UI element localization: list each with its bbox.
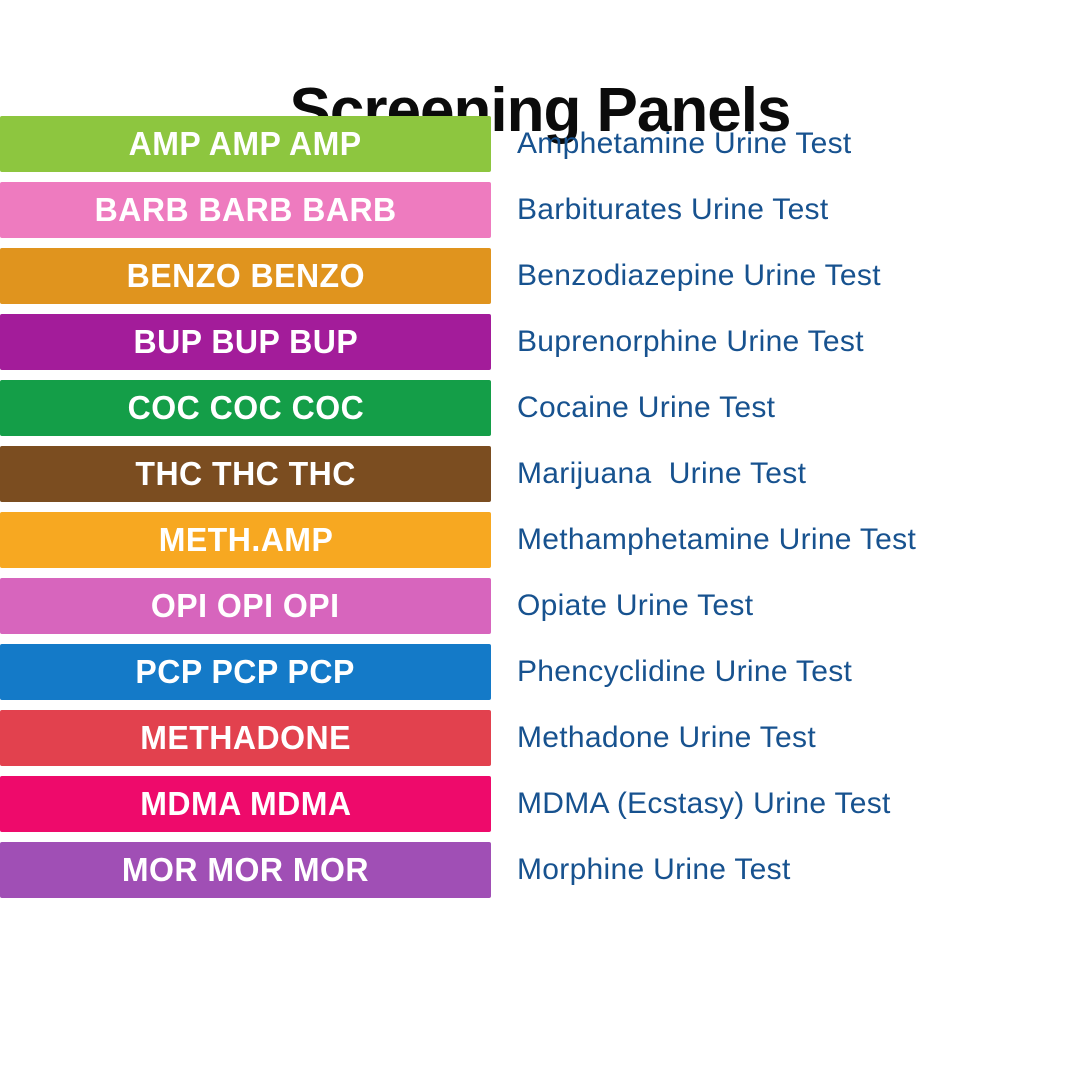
panel-row: AMP AMP AMP Amphetamine Urine Test [0,116,916,172]
test-name-label: Marijuana Urine Test [517,457,807,490]
panel-row: BARB BARB BARB Barbiturates Urine Test [0,182,916,238]
panel-abbreviation-label: BENZO BENZO [126,257,365,294]
panel-abbreviation-label: OPI OPI OPI [151,587,340,624]
panel-row: BUP BUP BUP Buprenorphine Urine Test [0,314,916,370]
test-name-label: Amphetamine Urine Test [517,127,852,160]
panel-color-band: METHADONE [0,710,491,766]
test-name-label: Methadone Urine Test [517,721,816,754]
panel-row: OPI OPI OPI Opiate Urine Test [0,578,916,634]
panel-row: COC COC COC Cocaine Urine Test [0,380,916,436]
panel-abbreviation-label: METH.AMP [158,521,333,558]
panel-abbreviation-label: MOR MOR MOR [121,851,370,888]
panel-abbreviation-label: THC THC THC [135,455,356,492]
test-name-label: Phencyclidine Urine Test [517,655,853,688]
test-name-label: MDMA (Ecstasy) Urine Test [517,787,891,820]
test-name-label: Morphine Urine Test [517,853,791,886]
test-name-label: Barbiturates Urine Test [517,193,829,226]
test-name-label: Opiate Urine Test [517,589,754,622]
panel-row: MDMA MDMA MDMA (Ecstasy) Urine Test [0,776,916,832]
test-name-label: Methamphetamine Urine Test [517,523,917,556]
panel-abbreviation-label: BUP BUP BUP [133,323,358,360]
panel-abbreviation-label: BARB BARB BARB [94,191,397,228]
panel-row: METHADONE Methadone Urine Test [0,710,916,766]
test-name-label: Benzodiazepine Urine Test [517,259,881,292]
panel-color-band: COC COC COC [0,380,491,436]
panel-color-band: BENZO BENZO [0,248,491,304]
panel-abbreviation-label: AMP AMP AMP [128,125,362,162]
panel-color-band: METH.AMP [0,512,491,568]
panel-color-band: BARB BARB BARB [0,182,491,238]
panel-abbreviation-label: PCP PCP PCP [135,653,356,690]
panel-color-band: MOR MOR MOR [0,842,491,898]
panel-row: MOR MOR MOR Morphine Urine Test [0,842,916,898]
panel-color-band: BUP BUP BUP [0,314,491,370]
panel-row: METH.AMP Methamphetamine Urine Test [0,512,916,568]
panel-abbreviation-label: COC COC COC [127,389,364,426]
test-name-label: Cocaine Urine Test [517,391,776,424]
panel-color-band: THC THC THC [0,446,491,502]
panel-color-band: OPI OPI OPI [0,578,491,634]
panel-color-band: AMP AMP AMP [0,116,491,172]
panel-abbreviation-label: METHADONE [140,719,351,756]
panel-abbreviation-label: MDMA MDMA [139,785,352,822]
test-name-label: Buprenorphine Urine Test [517,325,864,358]
panel-row: PCP PCP PCP Phencyclidine Urine Test [0,644,916,700]
panel-row: BENZO BENZO Benzodiazepine Urine Test [0,248,916,304]
panel-list: AMP AMP AMP Amphetamine Urine Test BARB … [0,116,916,898]
panel-color-band: PCP PCP PCP [0,644,491,700]
panel-color-band: MDMA MDMA [0,776,491,832]
panel-row: THC THC THC Marijuana Urine Test [0,446,916,502]
